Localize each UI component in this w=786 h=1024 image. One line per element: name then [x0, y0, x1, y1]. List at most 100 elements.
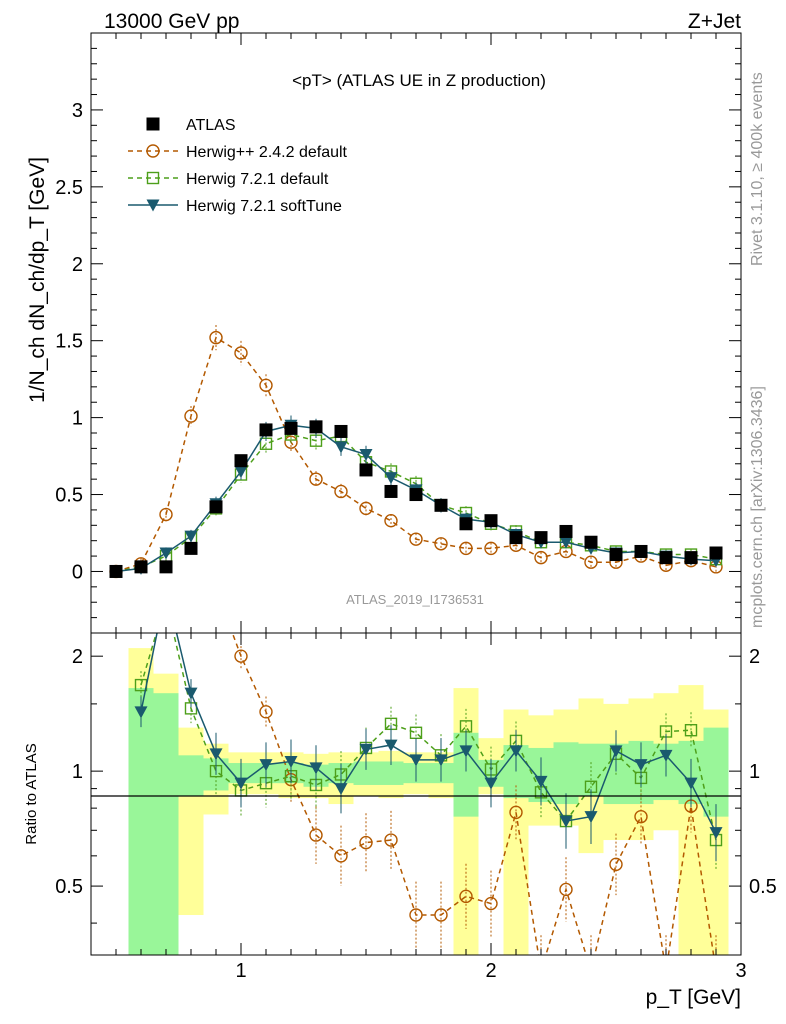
ratio-y-tick-label-right: 2: [749, 646, 760, 668]
x-tick-label: 1: [235, 960, 246, 982]
main-y-tick-label: 1: [72, 408, 83, 430]
main-y-ticks: 0 0.5 1 1.5 2 2.5 3: [55, 47, 741, 619]
ratio-y-tick-label: 0.5: [55, 876, 83, 898]
point-herwig-2-4-2-default: [159, 507, 173, 522]
main-y-tick-label: 3: [72, 100, 83, 122]
main-panel: 0 0.5 1 1.5 2 2.5 3 <pT> (ATLAS UE in Z produc…: [26, 32, 742, 634]
ratio-point-herwig-2-4-2-default: [384, 833, 398, 847]
point-herwig-2-4-2-default: [384, 513, 398, 528]
ratio-point-herwig-7-2-1-softtune: [160, 583, 173, 595]
point-atlas: [184, 541, 198, 555]
ratio-panel: 0.5 0.5 1 1 2 2 Ratio to ATLAS 1 2 3 p_T [GeV]: [23, 33, 777, 1009]
point-atlas: [384, 484, 398, 498]
point-atlas: [609, 548, 623, 562]
ratio-point-herwig-2-4-2-default: [609, 857, 623, 872]
ratio-point-herwig-2-4-2-default: [660, 965, 672, 977]
point-herwig-2-4-2-default: [259, 378, 273, 393]
ratio-series-herwig-7-2-1-softtune: [134, 583, 723, 862]
ratio-point-herwig-2-4-2-default: [160, 583, 172, 595]
ratio-point-herwig-7-2-1-default: [134, 678, 148, 692]
ratio-point-herwig-7-2-1-softtune: [509, 745, 523, 758]
band-stat: [378, 761, 404, 785]
ratio-point-herwig-2-4-2-default: [434, 908, 448, 922]
line-herwig-7-2-1-default: [115, 433, 717, 573]
ratio-point-herwig-2-4-2-default: [634, 809, 648, 824]
ratio-point-herwig-7-2-1-softtune: [409, 754, 423, 767]
main-title: <pT> (ATLAS UE in Z production): [292, 71, 546, 90]
ratio-y-tick-label: 2: [72, 646, 83, 668]
point-herwig-2-4-2-default: [359, 501, 373, 516]
point-herwig-2-4-2-default: [534, 550, 548, 565]
point-herwig-7-2-1-softtune: [159, 547, 173, 560]
point-herwig-2-4-2-default: [334, 484, 348, 499]
point-atlas: [134, 560, 148, 574]
band-stat: [128, 688, 154, 955]
main-series: [109, 325, 723, 579]
side-text-top: Rivet 3.1.10, ≥ 400k events: [749, 72, 766, 266]
main-y-tick-label: 2.5: [55, 177, 83, 199]
band-stat: [178, 755, 204, 797]
point-herwig-7-2-1-softtune: [559, 536, 573, 549]
legend-label-atlas: ATLAS: [186, 117, 236, 134]
ratio-point-herwig-7-2-1-default: [161, 595, 172, 606]
point-herwig-2-4-2-default: [234, 346, 248, 360]
legend-marker-herwig-7-2-1-softtune: [146, 199, 160, 212]
point-atlas: [434, 498, 448, 512]
ratio-point-herwig-2-4-2-default: [409, 908, 423, 922]
ratio-point-herwig-7-2-1-softtune: [609, 745, 623, 758]
header-left: 13000 GeV pp: [104, 10, 239, 33]
legend-marker-atlas: [146, 117, 160, 131]
x-tick-label: 3: [735, 960, 746, 982]
ratio-point-herwig-2-4-2-default: [710, 965, 722, 977]
point-herwig-2-4-2-default: [184, 409, 198, 423]
point-herwig-2-4-2-default: [584, 555, 598, 569]
ratio-point-herwig-7-2-1-softtune: [359, 743, 373, 756]
point-herwig-7-2-1-softtune: [334, 441, 348, 454]
line-herwig-2-4-2-default: [115, 336, 717, 573]
analysis-id: ATLAS_2019_I1736531: [346, 592, 484, 607]
ratio-point-herwig-7-2-1-softtune: [484, 777, 498, 790]
point-atlas: [659, 551, 673, 565]
point-herwig-2-4-2-default: [309, 472, 323, 486]
point-atlas: [534, 531, 548, 545]
ratio-y-tick-label-right: 1: [749, 761, 760, 783]
point-herwig-7-2-1-softtune: [359, 449, 373, 462]
point-atlas: [359, 463, 373, 477]
legend-label-herwig-2-4-2-default: Herwig++ 2.4.2 default: [186, 144, 348, 161]
ratio-line-herwig-2-4-2-default: [231, 633, 715, 955]
ratio-point-herwig-7-2-1-default: [409, 726, 423, 740]
point-herwig-2-4-2-default: [209, 330, 223, 345]
series-atlas: [109, 420, 723, 578]
point-atlas: [509, 531, 523, 545]
band-stat: [353, 761, 379, 785]
legend-label-herwig-7-2-1-default: Herwig 7.2.1 default: [186, 171, 329, 188]
ratio-point-herwig-7-2-1-softtune: [659, 749, 673, 762]
ratio-series: [134, 583, 723, 977]
legend: ATLAS Herwig++ 2.4.2 default Herwig 7.2.1 …: [128, 117, 348, 215]
band-stat: [153, 693, 179, 955]
ratio-y-tick-label: 1: [72, 761, 83, 783]
point-atlas: [234, 454, 248, 468]
ratio-point-herwig-2-4-2-default: [484, 896, 498, 911]
ratio-point-herwig-2-4-2-default: [559, 882, 573, 897]
point-atlas: [634, 544, 648, 558]
ratio-point-herwig-2-4-2-default: [334, 849, 348, 863]
x-axis-label: p_T [GeV]: [646, 986, 741, 1009]
point-herwig-7-2-1-softtune: [234, 465, 248, 478]
ratio-point-herwig-2-4-2-default: [210, 583, 222, 595]
ratio-point-herwig-2-4-2-default: [234, 649, 248, 663]
ratio-point-herwig-2-4-2-default: [535, 965, 547, 977]
point-atlas: [709, 546, 723, 560]
ratio-point-herwig-2-4-2-default: [359, 835, 373, 850]
ratio-point-herwig-2-4-2-default: [185, 583, 197, 595]
ratio-point-herwig-7-2-1-softtune: [559, 815, 573, 828]
point-atlas: [209, 500, 223, 514]
point-atlas: [484, 514, 498, 528]
ratio-point-herwig-7-2-1-softtune: [434, 754, 448, 767]
legend-label-herwig-7-2-1-softtune: Herwig 7.2.1 softTune: [186, 198, 342, 215]
ratio-line-herwig-7-2-1-default: [140, 633, 717, 841]
main-y-tick-label: 0.5: [55, 485, 83, 507]
ratio-y-tick-label-right: 0.5: [749, 876, 777, 898]
ratio-point-herwig-7-2-1-softtune: [709, 827, 723, 840]
